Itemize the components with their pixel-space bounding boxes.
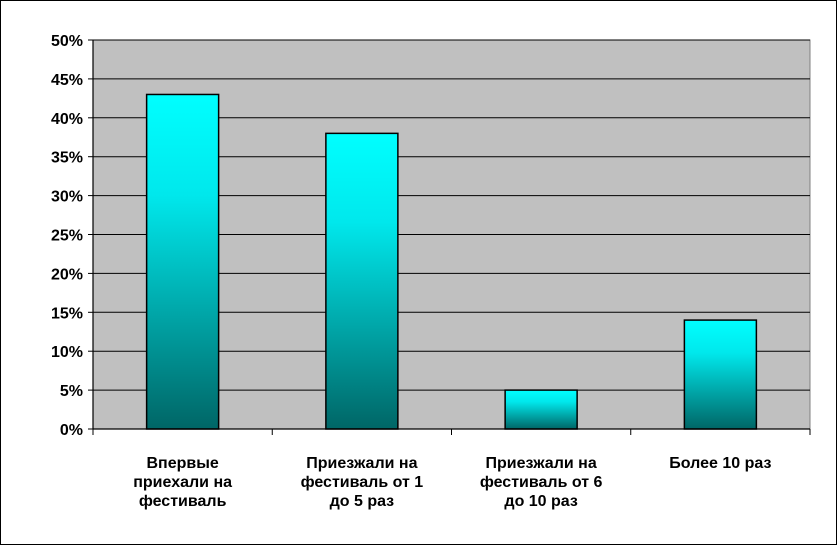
bar [683,319,758,430]
y-tick-label: 30% [51,189,83,206]
bar [145,93,220,430]
x-category-label: Приезжали на фестиваль от 6 до 10 раз [480,455,603,510]
y-tick-label: 35% [51,150,83,167]
y-tick-label: 40% [51,111,83,128]
x-category-label: Приезжали на фестиваль от 1 до 5 раз [301,455,424,510]
y-tick-label: 25% [51,228,83,245]
x-category-label: Более 10 раз [669,455,771,472]
bar [325,132,399,430]
y-tick-label: 20% [51,266,83,283]
y-tick-label: 50% [51,33,83,50]
y-tick-label: 0% [60,422,83,439]
y-tick-label: 45% [51,72,83,89]
y-tick-label: 10% [51,344,83,361]
axes [88,39,811,435]
x-category-label: Впервые приехали на фестиваль [133,455,232,510]
y-tick-labels: 0% 5% 10% 15% 20% 25% 30% 35% 40% 45% 50% [51,33,83,439]
y-tick-label: 15% [51,305,83,322]
bar [504,389,578,430]
x-category-labels: Впервые приехали на фестиваль Приезжали на ф… [133,455,771,510]
y-tick-label: 5% [60,383,83,400]
